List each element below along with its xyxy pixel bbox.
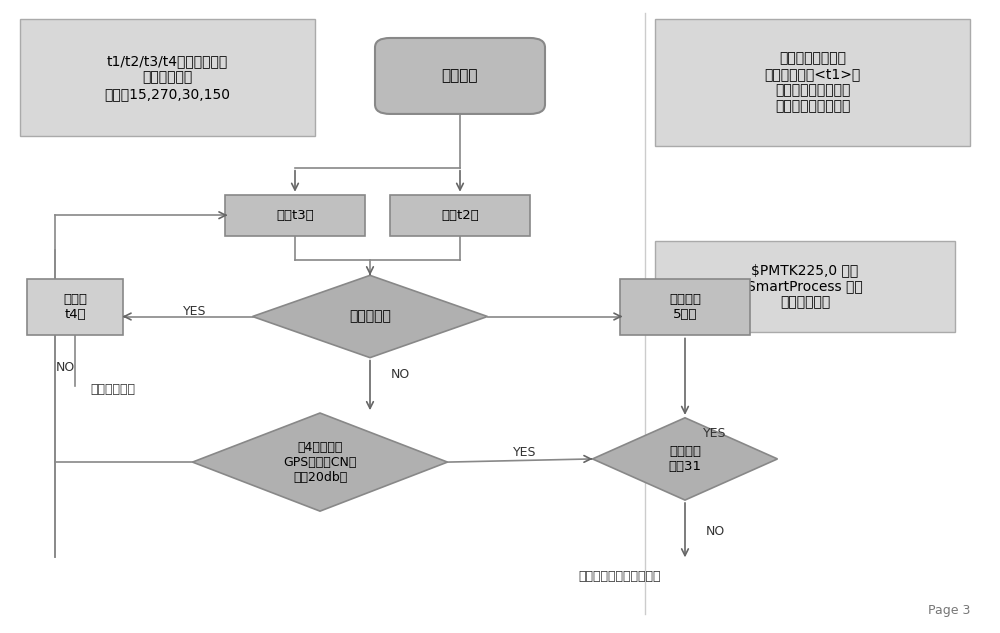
Polygon shape bbox=[592, 418, 778, 500]
FancyBboxPatch shape bbox=[390, 194, 530, 235]
FancyBboxPatch shape bbox=[620, 279, 750, 335]
FancyBboxPatch shape bbox=[27, 279, 122, 335]
Polygon shape bbox=[252, 275, 488, 358]
Text: NO: NO bbox=[705, 525, 725, 538]
Text: YES: YES bbox=[183, 305, 207, 318]
FancyBboxPatch shape bbox=[655, 19, 970, 146]
Text: 工作t2秒: 工作t2秒 bbox=[441, 209, 479, 222]
Text: NO: NO bbox=[56, 361, 75, 373]
Text: 已经延长多次，不再延长: 已经延长多次，不再延长 bbox=[579, 570, 661, 582]
Text: 模组上电: 模组上电 bbox=[442, 68, 478, 84]
Text: 延长次数
小于31: 延长次数 小于31 bbox=[668, 445, 702, 473]
Text: 小休眠
t4秒: 小休眠 t4秒 bbox=[63, 293, 87, 321]
Text: 只要模组在工作，
就固定每间隔<t1>秒
记录一次定位信息，
不论是否定位成功。: 只要模组在工作， 就固定每间隔<t1>秒 记录一次定位信息， 不论是否定位成功。 bbox=[764, 51, 861, 113]
Text: YES: YES bbox=[513, 446, 537, 459]
Text: 卫星信号不好: 卫星信号不好 bbox=[90, 383, 135, 396]
FancyBboxPatch shape bbox=[375, 38, 545, 114]
FancyBboxPatch shape bbox=[655, 241, 955, 332]
FancyBboxPatch shape bbox=[225, 194, 365, 235]
Text: 定位成功？: 定位成功？ bbox=[349, 310, 391, 323]
Text: Page 3: Page 3 bbox=[928, 604, 970, 617]
Text: t1/t2/t3/t4（单位：秒）
编程可修改，
例如：15,270,30,150: t1/t2/t3/t4（单位：秒） 编程可修改， 例如：15,270,30,15… bbox=[104, 54, 230, 101]
Text: YES: YES bbox=[703, 427, 727, 440]
Text: 有4颗或以上
GPS卫星的CN值
大于20db？: 有4颗或以上 GPS卫星的CN值 大于20db？ bbox=[283, 441, 357, 484]
Text: 延长工作
5秒钟: 延长工作 5秒钟 bbox=[669, 293, 701, 321]
Text: 工作t3秒: 工作t3秒 bbox=[276, 209, 314, 222]
Text: NO: NO bbox=[390, 368, 410, 381]
Polygon shape bbox=[192, 413, 448, 511]
Text: $PMTK225,0 解除
SmartProcess 正常
执行，不休眠: $PMTK225,0 解除 SmartProcess 正常 执行，不休眠 bbox=[747, 263, 863, 310]
FancyBboxPatch shape bbox=[20, 19, 315, 136]
